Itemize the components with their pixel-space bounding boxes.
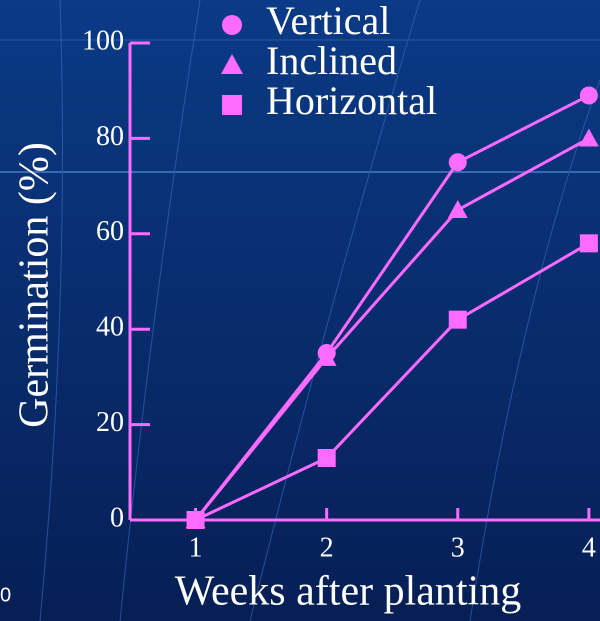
y-tick-label: 100	[82, 25, 124, 56]
y-tick-label: 60	[96, 216, 124, 247]
legend-marker	[221, 54, 243, 74]
y-tick-label: 0	[110, 502, 124, 533]
x-axis-title: Weeks after planting	[175, 569, 521, 615]
footer-text: 0	[0, 584, 11, 606]
x-tick-label: 1	[189, 532, 203, 563]
y-tick-label: 80	[96, 121, 124, 152]
x-tick-label: 3	[451, 532, 465, 563]
x-tick-label: 2	[320, 532, 334, 563]
data-point	[447, 200, 468, 219]
legend-label: Horizontal	[266, 78, 437, 123]
data-point	[579, 86, 598, 105]
data-point	[448, 310, 467, 329]
data-point	[186, 511, 205, 529]
series-line	[194, 242, 590, 522]
legend-label: Inclined	[266, 38, 397, 83]
y-tick-label: 20	[96, 407, 124, 438]
data-point	[579, 234, 598, 253]
data-point	[316, 347, 337, 366]
series-line	[194, 137, 590, 521]
y-axis-title: Germination (%)	[12, 142, 58, 428]
legend-label: Vertical	[266, 0, 390, 43]
data-point	[448, 153, 467, 172]
x-tick-label: 4	[582, 532, 596, 563]
data-point	[578, 128, 599, 147]
y-tick-label: 40	[96, 312, 124, 343]
legend-marker	[222, 15, 242, 35]
data-point	[317, 448, 336, 467]
legend-marker	[222, 95, 242, 115]
